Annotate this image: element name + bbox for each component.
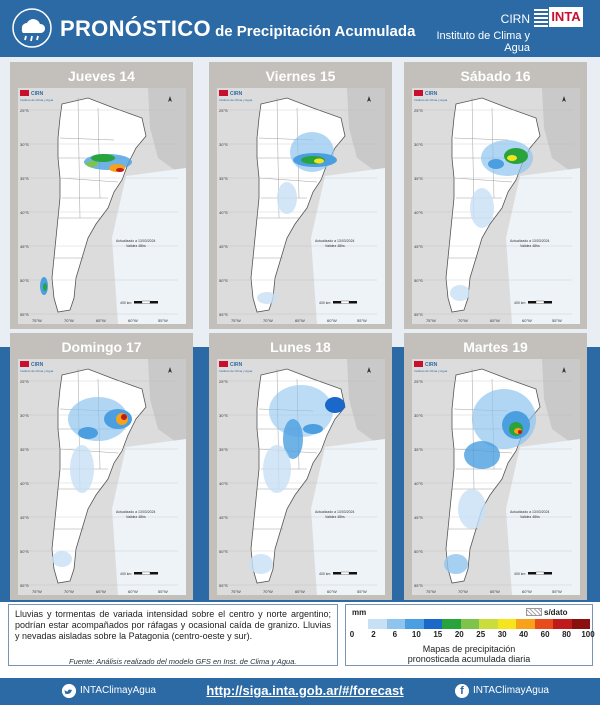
panel-day-label: Martes 19 (463, 339, 528, 355)
precip-map (18, 88, 186, 324)
legend-tick-label: 2 (371, 630, 376, 639)
panel-day-label: Domingo 17 (61, 339, 142, 355)
legend-tick-label: 6 (392, 630, 398, 639)
header-bar: PRONÓSTICO de Precipitación Acumulada CI… (0, 0, 600, 57)
forecast-link[interactable]: http://siga.inta.gob.ar/#/forecast (206, 683, 404, 698)
precip-legend: mm s/dato 0 2 6 10 15 20 25 30 40 60 80 100 Mapas d… (345, 604, 595, 666)
legend-tick-label: 20 (454, 630, 464, 639)
legend-tick-label: 80 (562, 630, 571, 639)
precip-overlay (444, 389, 536, 574)
description-text: Lluvias y tormentas de variada intensida… (15, 609, 331, 641)
colorbar-swatch (386, 619, 406, 629)
forecast-panel: Sábado 16 (404, 62, 587, 329)
precip-map (217, 359, 385, 595)
facebook-icon[interactable]: f (455, 684, 469, 698)
panel-day-label: Lunes 18 (270, 339, 331, 355)
forecast-panel: Jueves 14 (10, 62, 193, 329)
page-title: PRONÓSTICO de Precipitación Acumulada (60, 16, 415, 42)
colorbar-swatch (442, 619, 461, 629)
precip-overlay (40, 154, 132, 295)
colorbar-swatch (350, 619, 369, 629)
precip-overlay (450, 140, 533, 301)
legend-caption-line1: Mapas de precipitación (422, 644, 516, 654)
description-source: Fuente: Análisis realizado del modelo GF… (69, 657, 297, 666)
legend-caption-line2: pronosticada acumulada diaria (407, 654, 531, 664)
colorbar-swatch (516, 619, 535, 629)
legend-tick-label: 40 (519, 630, 529, 639)
panel-day-label: Sábado 16 (460, 68, 531, 84)
inta-logo-icon (534, 9, 548, 27)
colorbar-swatch (553, 619, 572, 629)
nodata-swatch (526, 608, 542, 616)
legend-tick-label: 0 (349, 630, 355, 639)
precip-overlay (257, 132, 337, 304)
rain-cloud-icon (12, 8, 52, 48)
legend-caption: Mapas de precipitación pronosticada acum… (346, 644, 592, 664)
colorbar-swatch (571, 619, 591, 629)
org-label: CIRN Instituto de Clima y Agua (420, 12, 530, 54)
facebook-handle[interactable]: INTAClimayAgua (473, 685, 549, 696)
title-main: PRONÓSTICO (60, 16, 211, 41)
legend-tick-label: 60 (540, 630, 550, 639)
forecast-panel: Martes 19 (404, 333, 587, 600)
legend-tick-label: 10 (411, 630, 421, 639)
footer-bar: INTAClimayAgua http://siga.inta.gob.ar/#… (0, 678, 600, 705)
precip-map (18, 359, 186, 595)
panel-day-label: Viernes 15 (265, 68, 336, 84)
forecast-panel: Viernes 15 (209, 62, 392, 329)
twitter-icon[interactable] (62, 684, 76, 698)
panel-day-label: Jueves 14 (68, 68, 135, 84)
colorbar-swatch (460, 619, 480, 629)
colorbar-swatch (479, 619, 498, 629)
legend-colorbar (350, 619, 591, 629)
forecast-panel: Lunes 18 (209, 333, 392, 600)
inta-logo-text: INTA (549, 7, 583, 27)
title-sub: de Precipitación Acumulada (210, 23, 416, 40)
precip-map (412, 359, 580, 595)
colorbar-swatch (368, 619, 387, 629)
precip-map (217, 88, 385, 324)
colorbar-swatch (405, 619, 424, 629)
legend-unit: mm (352, 608, 367, 617)
org-short: CIRN (500, 12, 530, 26)
legend-tick-label: 25 (476, 630, 486, 639)
legend-ticks: 0 2 6 10 15 20 25 30 40 60 80 100 (346, 630, 595, 640)
forecast-panel: Domingo 17 (10, 333, 193, 600)
legend-tick-label: 15 (433, 630, 443, 639)
colorbar-swatch (534, 619, 554, 629)
legend-tick-label: 100 (581, 630, 595, 639)
legend-nodata: s/dato (544, 608, 568, 617)
twitter-handle[interactable]: INTAClimayAgua (80, 685, 156, 696)
precip-overlay (52, 397, 132, 567)
colorbar-swatch (497, 619, 517, 629)
colorbar-swatch (423, 619, 443, 629)
org-name: Instituto de Clima y Agua (436, 30, 530, 54)
legend-tick-label: 30 (497, 630, 507, 639)
precip-overlay (249, 385, 345, 574)
forecast-description: Lluvias y tormentas de variada intensida… (8, 604, 338, 666)
precip-map (412, 88, 580, 324)
